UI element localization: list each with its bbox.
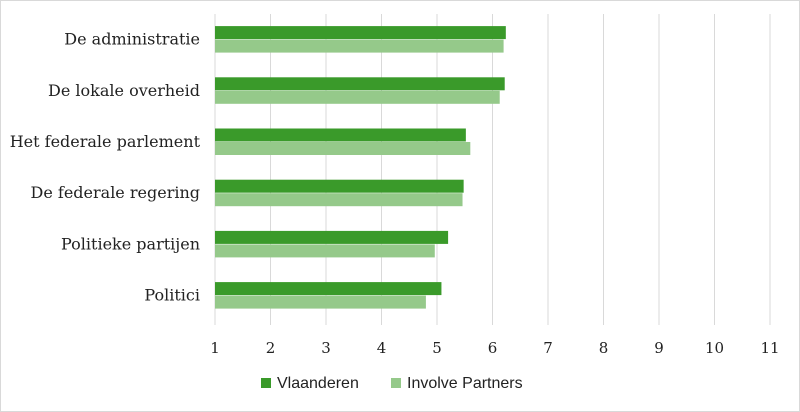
bar-vlaanderen	[215, 282, 442, 296]
legend-swatch	[391, 378, 401, 388]
category-label: De administratie	[64, 30, 200, 49]
category-label: Het federale parlement	[10, 132, 201, 151]
bar-involve-partners	[215, 90, 500, 104]
x-tick-label: 4	[377, 339, 387, 357]
bar-involve-partners	[215, 244, 435, 258]
x-tick-label: 2	[266, 339, 276, 357]
legend-swatch	[261, 378, 271, 388]
x-tick-label: 8	[599, 339, 609, 357]
bars	[215, 26, 506, 309]
bar-vlaanderen	[215, 179, 464, 193]
x-tick-label: 5	[432, 339, 442, 357]
category-label: Politieke partijen	[61, 234, 200, 253]
category-label: De lokale overheid	[48, 81, 200, 100]
gridlines	[214, 14, 771, 325]
bar-involve-partners	[215, 142, 471, 155]
x-tick-label: 7	[543, 339, 553, 357]
bar-vlaanderen	[215, 230, 449, 244]
bar-vlaanderen	[215, 26, 506, 40]
category-label: De federale regering	[31, 183, 200, 202]
x-tick-label: 6	[488, 339, 498, 357]
x-tick-label: 11	[760, 339, 779, 357]
bar-involve-partners	[215, 39, 504, 53]
x-tick-label: 1	[210, 339, 220, 357]
legend-label: Vlaanderen	[277, 375, 359, 392]
category-label: Politici	[144, 286, 200, 305]
x-tick-label: 3	[321, 339, 331, 357]
x-tick-label: 9	[654, 339, 664, 357]
x-tick-label: 10	[705, 339, 724, 357]
x-axis-tick-labels: 1 2 3 4 5 6 7 8 9 10 11	[210, 339, 779, 357]
bar-involve-partners	[215, 193, 463, 207]
legend: Vlaanderen Involve Partners	[261, 375, 523, 392]
bar-vlaanderen	[215, 77, 505, 91]
legend-label: Involve Partners	[407, 375, 523, 392]
bar-vlaanderen	[215, 128, 466, 142]
bar-involve-partners	[215, 295, 426, 309]
category-labels: De administratie De lokale overheid Het fe…	[10, 30, 201, 305]
